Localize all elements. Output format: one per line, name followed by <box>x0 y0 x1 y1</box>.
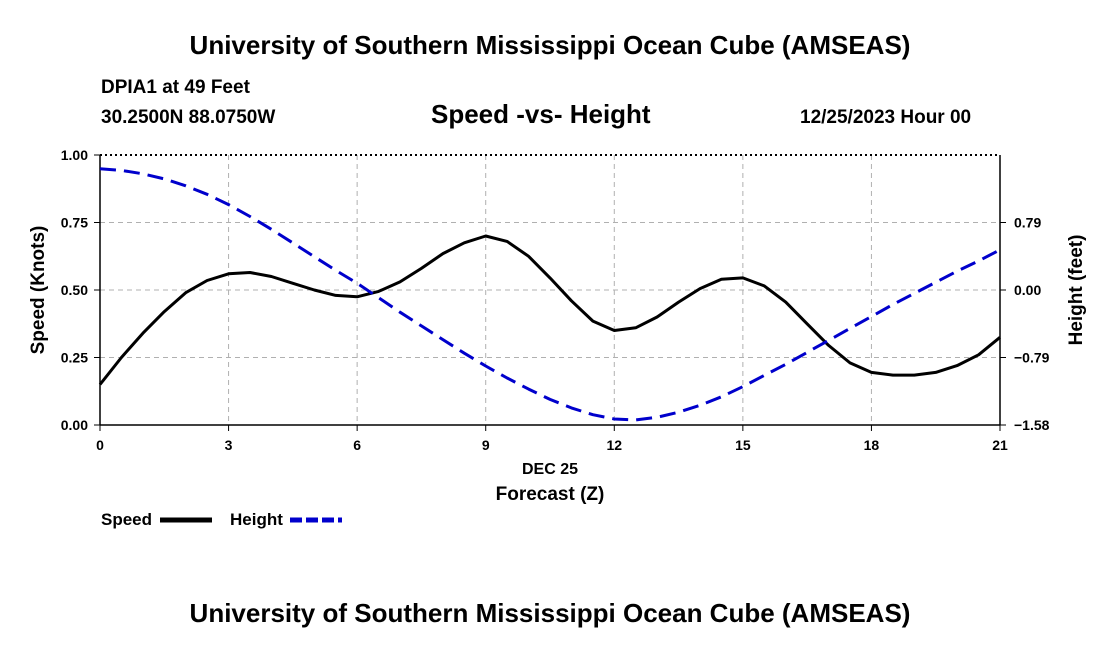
main-title: University of Southern Mississippi Ocean… <box>189 30 911 60</box>
y-tick-label-0.75: 0.75 <box>61 215 88 231</box>
x-tick-label-18: 18 <box>864 437 880 453</box>
legend-label-speed: Speed <box>101 510 152 529</box>
y2-tick-label--1.58: −1.58 <box>1014 417 1050 433</box>
x-tick-label-9: 9 <box>482 437 490 453</box>
y2-tick-label-0.79: 0.79 <box>1014 215 1041 231</box>
x-tick-label-6: 6 <box>353 437 361 453</box>
station-label: DPIA1 at 49 Feet <box>101 77 250 98</box>
station-coords: 30.2500N 88.0750W <box>101 107 276 128</box>
x-tick-label-3: 3 <box>225 437 233 453</box>
series-line-speed <box>98 234 1001 386</box>
y-tick-label-0.50: 0.50 <box>61 282 88 298</box>
legend-label-height: Height <box>230 510 283 529</box>
y-tick-label-1.00: 1.00 <box>61 147 88 163</box>
y-tick-label-0.25: 0.25 <box>61 350 88 366</box>
x-tick-label-0: 0 <box>96 437 104 453</box>
y2-axis-label: Height (feet) <box>1066 235 1087 346</box>
forecast-datetime: 12/25/2023 Hour 00 <box>800 107 972 128</box>
y-tick-label-0.00: 0.00 <box>61 417 88 433</box>
footer-title: University of Southern Mississippi Ocean… <box>189 598 911 628</box>
x-tick-label-12: 12 <box>606 437 622 453</box>
y-axis-label: Speed (Knots) <box>28 226 49 355</box>
series-line-height <box>99 167 1001 422</box>
x-tick-label-15: 15 <box>735 437 751 453</box>
x-axis-date-label: DEC 25 <box>522 461 578 478</box>
y2-tick-label--0.79: −0.79 <box>1014 350 1050 366</box>
y2-tick-label-0.00: 0.00 <box>1014 282 1041 298</box>
x-tick-label-21: 21 <box>992 437 1008 453</box>
chart-subtitle: Speed -vs- Height <box>431 99 651 129</box>
x-axis-label: Forecast (Z) <box>496 484 605 505</box>
